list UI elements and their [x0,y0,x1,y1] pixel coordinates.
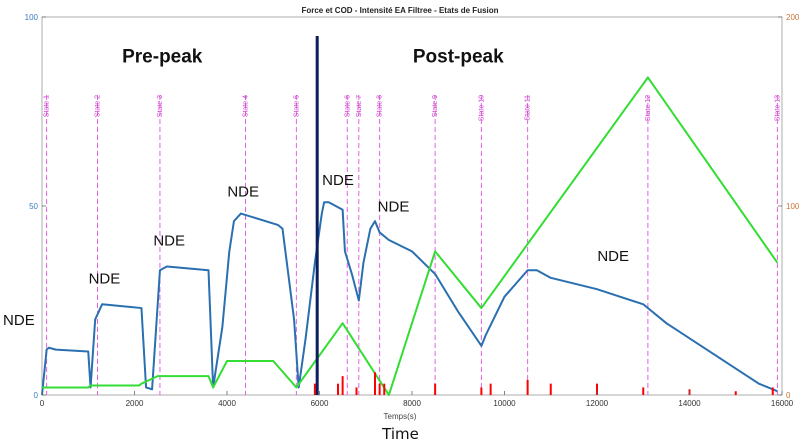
force-line [41,201,778,396]
nde-annotation: NDE [322,172,354,189]
y-left-tick-label: 50 [29,202,38,211]
y-right-tick-label: 0 [786,391,791,400]
nde-annotations: NDE NDE NDE NDE NDE NDE NDE [3,172,629,329]
x-tick-label: 10000 [493,399,516,408]
state-label: State 7 [356,95,363,117]
y-left-tick-label: 0 [34,391,39,400]
state-label: State 10 [478,95,485,121]
state-label: State 1 [44,95,51,117]
x-axis-ticks: 0 2000 4000 6000 8000 10000 12000 14000 16000 [40,391,794,408]
y-axis-left-ticks: 0 50 100 [25,13,46,400]
nde-annotation: NDE [153,233,185,250]
nde-annotation: NDE [378,199,410,216]
region-label: Post-peak [413,46,504,67]
region-label: Pre-peak [122,46,203,67]
state-label: State 9 [432,95,439,117]
x-tick-label: 6000 [311,399,329,408]
y-right-tick-label: 200 [786,13,800,22]
state-label: State 3 [157,95,164,117]
plot-area [41,16,783,396]
x-tick-label: 2000 [126,399,144,408]
x-tick-label: 4000 [218,399,236,408]
chart: Force et COD - Intensité EA Filtree - Et… [3,6,800,421]
x-tick-label: 14000 [678,399,701,408]
chart-title: Force et COD - Intensité EA Filtree - Et… [301,6,498,15]
state-label: State 5 [293,95,300,117]
state-label: State 11 [525,95,532,121]
cod-line [42,76,779,396]
y-axis-right-ticks: 0 100 200 [778,13,800,400]
state-label: State 12 [645,95,652,121]
state-label: State 4 [243,95,250,117]
x-tick-label: 8000 [403,399,421,408]
x-tick-label: 0 [40,399,45,408]
state-label: State 2 [95,95,102,117]
state-label: State 6 [344,95,351,117]
y-left-tick-label: 100 [25,13,39,22]
nde-annotation: NDE [597,248,629,265]
time-caption: Time [382,425,419,443]
nde-annotation: NDE [89,270,121,287]
x-tick-label: 12000 [586,399,609,408]
x-axis-title: Temps(s) [384,412,417,421]
state-label: State 13 [774,95,781,121]
nde-annotation: NDE [3,312,35,329]
y-right-tick-label: 100 [786,202,800,211]
series-lines [41,76,779,396]
state-label: State 8 [377,95,384,117]
x-tick-label: 16000 [771,399,794,408]
region-labels: Pre-peak Post-peak [122,46,504,67]
nde-annotation: NDE [227,184,259,201]
